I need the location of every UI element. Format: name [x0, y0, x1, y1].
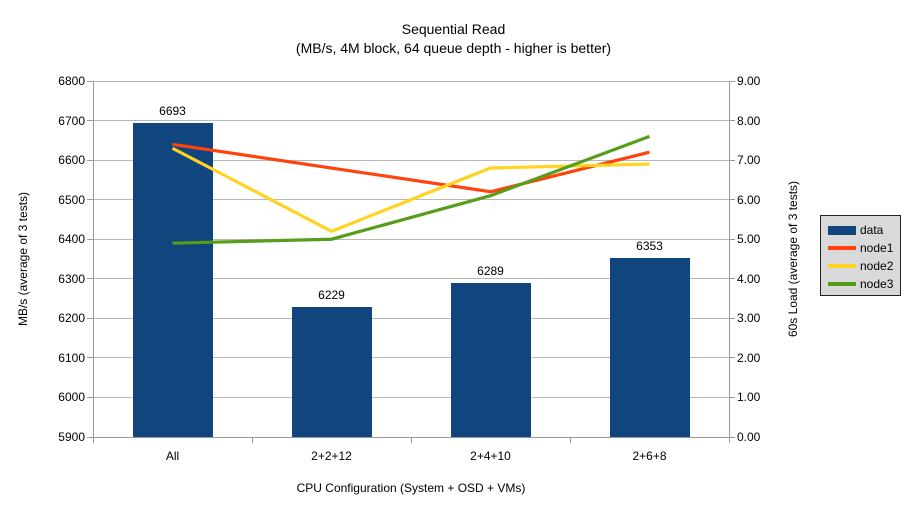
bar — [450, 283, 531, 437]
bar — [132, 123, 213, 437]
gridline — [93, 80, 729, 82]
right-tick-label: 5.00 — [737, 232, 761, 247]
category-label: 2+2+12 — [311, 449, 352, 463]
right-tick-label: 1.00 — [737, 390, 761, 405]
series-line-node3 — [172, 134, 651, 245]
left-tick-label: 6500 — [58, 192, 85, 207]
bar — [291, 306, 372, 437]
category-label: All — [165, 449, 180, 463]
series-line-node1 — [172, 142, 650, 194]
category-label: 2+6+8 — [632, 449, 667, 463]
left-axis-tick — [87, 80, 93, 82]
gridline — [93, 278, 729, 280]
gridline — [93, 120, 729, 122]
right-tick-label: 8.00 — [737, 113, 761, 128]
legend-label-node1: node1 — [860, 241, 894, 255]
right-axis-tick — [729, 436, 735, 438]
right-tick-label: 9.00 — [737, 74, 761, 88]
right-tick-label: 7.00 — [737, 153, 761, 168]
legend: data node1 node2 node3 — [820, 215, 901, 296]
right-tick-label: 4.00 — [737, 271, 761, 286]
bar-value-label: 6229 — [318, 287, 345, 302]
legend-swatch-data — [828, 225, 856, 235]
left-tick-label: 6800 — [58, 74, 85, 88]
left-axis-tick — [87, 436, 93, 438]
right-axis-tick — [729, 317, 735, 319]
left-tick-label: 6400 — [58, 232, 85, 247]
left-tick-label: 6300 — [58, 271, 85, 286]
left-tick-label: 6600 — [58, 153, 85, 168]
series-line-node2 — [171, 146, 650, 234]
legend-swatch-node2 — [828, 264, 856, 268]
left-tick-label: 6100 — [58, 350, 85, 365]
right-axis-tick — [729, 199, 735, 201]
left-axis-line — [93, 81, 94, 437]
bar-value-label: 6693 — [159, 104, 186, 119]
right-axis-line — [729, 81, 730, 437]
legend-swatch-node3 — [828, 282, 856, 286]
left-axis-tick — [87, 238, 93, 240]
bar-value-label: 6353 — [636, 238, 663, 253]
category-label: 2+4+10 — [470, 449, 511, 463]
right-tick-label: 0.00 — [737, 430, 761, 444]
right-axis-tick — [729, 80, 735, 82]
right-axis-tick — [729, 357, 735, 359]
x-axis-title: CPU Configuration (System + OSD + VMs) — [296, 481, 526, 495]
right-axis-tick — [729, 278, 735, 280]
left-tick-label: 5900 — [58, 430, 85, 444]
legend-item-node2: node2 — [828, 257, 900, 275]
right-axis-tick — [729, 238, 735, 240]
left-axis-title: MB/s (average of 3 tests) — [16, 191, 30, 327]
left-axis-tick — [87, 120, 93, 122]
left-tick-label: 6200 — [58, 311, 85, 326]
legend-label-node3: node3 — [860, 277, 894, 291]
chart-title-block: Sequential Read (MB/s, 4M block, 64 queu… — [0, 20, 907, 58]
x-axis-tick — [728, 437, 730, 443]
gridline — [93, 357, 729, 359]
left-axis-tick — [87, 199, 93, 201]
legend-label-node2: node2 — [860, 259, 894, 273]
gridline — [93, 317, 729, 319]
left-tick-label: 6000 — [58, 390, 85, 405]
x-axis-tick — [569, 437, 571, 443]
bar-value-label: 6289 — [477, 264, 504, 279]
legend-item-node3: node3 — [828, 275, 900, 293]
left-axis-tick — [87, 396, 93, 398]
left-axis-tick — [87, 357, 93, 359]
legend-item-data: data — [828, 221, 900, 239]
right-tick-label: 3.00 — [737, 311, 761, 326]
right-axis-tick — [729, 159, 735, 161]
right-axis-tick — [729, 396, 735, 398]
bar — [609, 257, 690, 437]
legend-item-node1: node1 — [828, 239, 900, 257]
x-axis-tick — [92, 437, 94, 443]
chart-title: Sequential Read — [401, 21, 506, 37]
left-tick-label: 6700 — [58, 113, 85, 128]
right-axis-title: 60s Load (average of 3 tests) — [786, 180, 800, 338]
left-axis-tick — [87, 317, 93, 319]
right-tick-label: 6.00 — [737, 192, 761, 207]
legend-label-data: data — [860, 223, 884, 237]
left-axis-tick — [87, 278, 93, 280]
x-axis-tick — [251, 437, 253, 443]
right-tick-label: 2.00 — [737, 350, 761, 365]
legend-swatch-node1 — [828, 246, 856, 250]
gridline — [93, 396, 729, 398]
right-axis-tick — [729, 120, 735, 122]
chart-subtitle: (MB/s, 4M block, 64 queue depth - higher… — [295, 40, 612, 56]
x-axis-tick — [410, 437, 412, 443]
left-axis-tick — [87, 159, 93, 161]
